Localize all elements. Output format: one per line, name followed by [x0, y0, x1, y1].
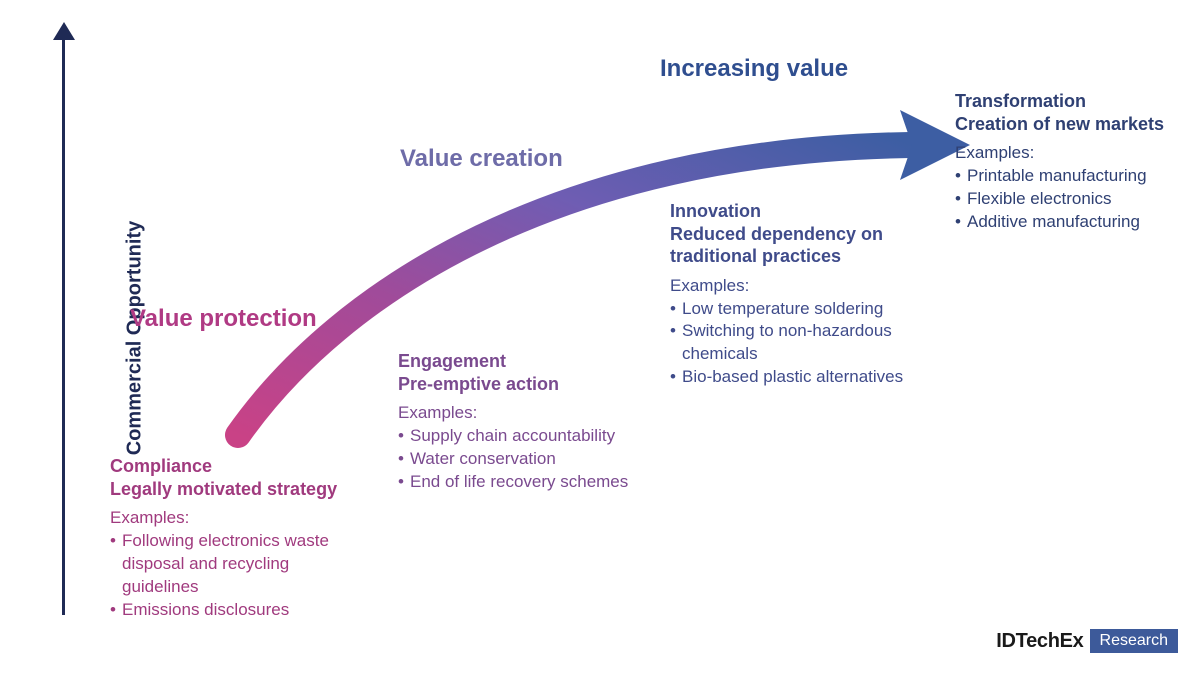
block-title: Compliance	[110, 455, 370, 478]
block-title: Transformation	[955, 90, 1185, 113]
y-axis-arrowhead-icon	[53, 22, 75, 40]
block-subtitle: Creation of new markets	[955, 113, 1185, 136]
y-axis-label: Commercial Opportunity	[124, 220, 147, 454]
block-examples-list: Low temperature solderingSwitching to no…	[670, 298, 930, 390]
list-item: Bio-based plastic alternatives	[670, 366, 930, 389]
list-item: Switching to non-hazardous chemicals	[670, 320, 930, 366]
block-examples-label: Examples:	[110, 508, 370, 528]
list-item: Supply chain accountability	[398, 425, 658, 448]
list-item: Additive manufacturing	[955, 211, 1185, 234]
brand-name: IDTechEx	[996, 630, 1083, 653]
stage-label-0: Value protection	[130, 305, 317, 333]
block-examples-list: Supply chain accountabilityWater conserv…	[398, 425, 658, 494]
block-examples-label: Examples:	[955, 143, 1185, 163]
list-item: Printable manufacturing	[955, 165, 1185, 188]
block-transformation: TransformationCreation of new markets Exa…	[955, 90, 1185, 234]
y-axis-line	[62, 30, 65, 615]
list-item: End of life recovery schemes	[398, 471, 658, 494]
brand-logo: IDTechEx Research	[996, 629, 1178, 653]
block-subtitle: Pre-emptive action	[398, 373, 658, 396]
block-compliance: ComplianceLegally motivated strategy Exam…	[110, 455, 370, 622]
block-examples-list: Printable manufacturingFlexible electron…	[955, 165, 1185, 234]
block-examples-list: Following electronics waste disposal and…	[110, 530, 370, 622]
list-item: Flexible electronics	[955, 188, 1185, 211]
list-item: Water conservation	[398, 448, 658, 471]
stage-label-1: Value creation	[400, 145, 563, 173]
block-examples-label: Examples:	[398, 403, 658, 423]
block-subtitle: Reduced dependency on traditional practi…	[670, 223, 930, 268]
brand-badge: Research	[1090, 629, 1178, 653]
stage-label-2: Increasing value	[660, 55, 848, 83]
block-innovation: InnovationReduced dependency on traditio…	[670, 200, 930, 389]
block-examples-label: Examples:	[670, 276, 930, 296]
list-item: Following electronics waste disposal and…	[110, 530, 370, 599]
list-item: Emissions disclosures	[110, 599, 370, 622]
block-subtitle: Legally motivated strategy	[110, 478, 370, 501]
list-item: Low temperature soldering	[670, 298, 930, 321]
block-title: Engagement	[398, 350, 658, 373]
block-title: Innovation	[670, 200, 930, 223]
block-engagement: EngagementPre-emptive action Examples:Sup…	[398, 350, 658, 494]
